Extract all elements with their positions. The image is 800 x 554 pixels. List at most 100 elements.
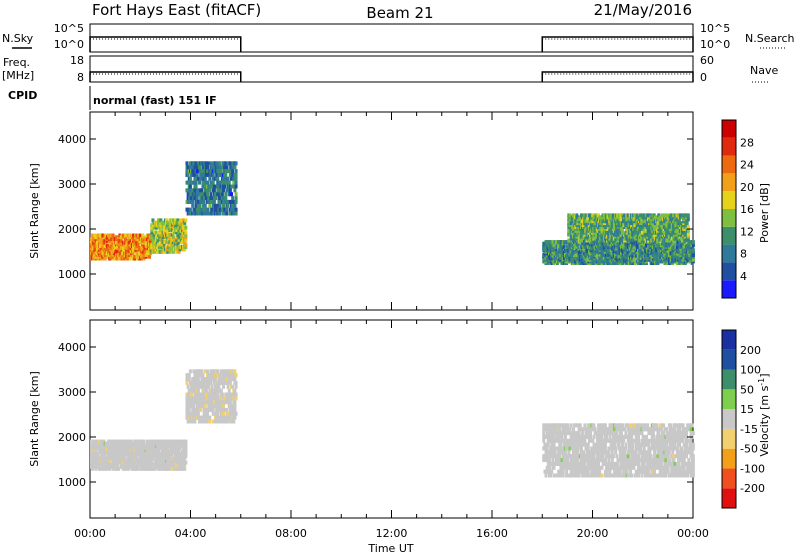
echo-cell: [226, 176, 230, 181]
echo-cell: [571, 434, 575, 439]
echo-cell: [214, 184, 218, 189]
echo-cell: [198, 165, 202, 170]
echo-cell: [94, 450, 98, 455]
echo-cell: [566, 431, 570, 436]
echo-cell: [93, 244, 97, 249]
echo-cell: [214, 203, 218, 208]
echo-cell: [100, 445, 104, 450]
echo-cell: [207, 396, 211, 401]
echo-cell: [194, 180, 198, 185]
echo-cell: [587, 438, 591, 443]
echo-cell: [552, 473, 556, 478]
echo-cell: [172, 443, 176, 448]
echo-cell: [183, 240, 187, 245]
freq-unit-label: [MHz]: [2, 69, 34, 82]
echo-cell: [155, 244, 159, 249]
echo-cell: [202, 172, 206, 177]
echo-cell: [218, 180, 222, 185]
echo-cell: [647, 228, 651, 233]
echo-cell: [185, 415, 189, 420]
echo-cell: [119, 238, 123, 243]
echo-cell: [232, 207, 236, 212]
echo-cell: [218, 211, 222, 216]
echo-cell: [153, 447, 157, 452]
echo-cell: [198, 207, 202, 212]
echo-cell: [152, 242, 156, 247]
echo-cell: [219, 380, 223, 385]
echo-cell: [200, 199, 204, 204]
echo-cell: [158, 235, 162, 240]
echo-cell: [591, 446, 595, 451]
echo-cell: [135, 452, 139, 457]
echo-cell: [224, 196, 228, 201]
nave-label: Nave: [750, 64, 778, 77]
echo-cell: [103, 452, 107, 457]
echo-cell: [571, 450, 575, 455]
echo-cell: [180, 439, 184, 444]
echo-cell: [545, 446, 549, 451]
echo-cell: [101, 452, 105, 457]
echo-cell: [211, 419, 215, 424]
echo-cell: [196, 388, 200, 393]
echo-cell: [224, 169, 228, 174]
echo-cell: [133, 450, 137, 455]
echo-cell: [128, 462, 132, 467]
echo-cell: [191, 199, 195, 204]
echo-cell: [174, 456, 178, 461]
echo-cell: [571, 469, 575, 474]
echo-cell: [553, 438, 557, 443]
echo-cell: [545, 431, 549, 436]
echo-cell: [196, 411, 200, 416]
echo-cell: [565, 469, 569, 474]
echo-cell: [579, 458, 583, 463]
echo-cell: [185, 407, 189, 412]
echo-cell: [224, 161, 228, 166]
echo-cell: [157, 458, 161, 463]
echo-cell: [179, 223, 183, 228]
echo-cell: [616, 261, 620, 265]
echo-cell: [579, 465, 583, 470]
echo-cell: [169, 445, 173, 450]
echo-cell: [102, 464, 106, 469]
echo-cell: [576, 458, 580, 463]
echo-cell: [559, 461, 563, 466]
echo-cell: [233, 165, 237, 170]
echo-cell: [223, 207, 227, 212]
echo-cell: [202, 415, 206, 420]
echo-cell: [143, 454, 147, 459]
echo-cell: [116, 462, 120, 467]
echo-cell: [590, 465, 594, 470]
echo-cell: [121, 439, 125, 444]
echo-cell: [561, 450, 565, 455]
echo-cell: [168, 466, 172, 471]
echo-cell: [646, 257, 650, 262]
echo-cell: [145, 460, 149, 465]
echo-cell: [159, 462, 163, 467]
echo-cell: [169, 462, 173, 467]
echo-cell: [182, 447, 186, 452]
echo-cell: [207, 384, 211, 389]
echo-cell: [175, 445, 179, 450]
echo-cell: [184, 441, 188, 446]
echo-cell: [190, 392, 194, 397]
echo-cell: [167, 225, 171, 230]
echo-cell: [183, 462, 187, 467]
echo-cell: [92, 441, 96, 446]
echo-cell: [111, 458, 115, 463]
echo-cell: [163, 230, 167, 235]
echo-cell: [90, 450, 93, 455]
echo-cell: [168, 249, 172, 254]
echo-cell: [568, 446, 572, 451]
echo-cell: [151, 450, 155, 455]
echo-cell: [232, 211, 236, 216]
echo-cell: [648, 232, 652, 237]
echo-cell: [598, 473, 602, 478]
echo-cell: [234, 184, 238, 189]
echo-cell: [187, 377, 191, 382]
echo-cell: [187, 404, 191, 409]
echo-cell: [171, 460, 175, 465]
echo-cell: [581, 431, 585, 436]
echo-cell: [176, 454, 180, 459]
echo-cell: [193, 392, 197, 397]
echo-cell: [203, 404, 207, 409]
